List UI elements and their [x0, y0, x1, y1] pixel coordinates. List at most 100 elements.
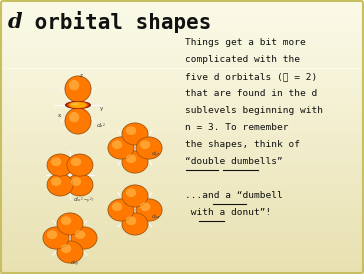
- Bar: [0, 16, 364, 19]
- Bar: [0, 33, 364, 36]
- Bar: [0, 197, 364, 200]
- Ellipse shape: [71, 103, 79, 105]
- Ellipse shape: [65, 108, 91, 134]
- Bar: [0, 110, 364, 112]
- Bar: [0, 137, 364, 140]
- Ellipse shape: [108, 199, 134, 221]
- Bar: [0, 0, 364, 3]
- Bar: [0, 90, 364, 93]
- Bar: [0, 263, 364, 266]
- Bar: [0, 41, 364, 44]
- Bar: [0, 148, 364, 151]
- Bar: [0, 189, 364, 192]
- Ellipse shape: [61, 244, 71, 253]
- Ellipse shape: [64, 75, 92, 103]
- Bar: [0, 14, 364, 16]
- Bar: [0, 101, 364, 104]
- Text: $d_{yz}$: $d_{yz}$: [151, 150, 161, 160]
- Ellipse shape: [136, 199, 162, 221]
- Bar: [0, 260, 364, 263]
- Text: the shapes, think of: the shapes, think of: [185, 140, 300, 149]
- Bar: [0, 271, 364, 274]
- Ellipse shape: [121, 122, 149, 145]
- Bar: [0, 241, 364, 244]
- Bar: [0, 159, 364, 162]
- Bar: [0, 52, 364, 55]
- Text: $d_{xy}$: $d_{xy}$: [70, 259, 80, 269]
- Ellipse shape: [140, 202, 150, 211]
- Ellipse shape: [67, 174, 93, 196]
- Bar: [0, 153, 364, 156]
- Bar: [0, 60, 364, 63]
- Bar: [0, 19, 364, 22]
- Bar: [0, 66, 364, 68]
- Bar: [0, 249, 364, 252]
- Bar: [0, 5, 364, 8]
- Ellipse shape: [135, 136, 163, 159]
- Ellipse shape: [112, 140, 122, 149]
- Bar: [0, 200, 364, 203]
- Ellipse shape: [61, 216, 71, 225]
- Bar: [0, 195, 364, 197]
- Ellipse shape: [42, 226, 70, 250]
- Bar: [0, 181, 364, 184]
- Bar: [0, 55, 364, 58]
- Bar: [0, 85, 364, 88]
- Bar: [0, 93, 364, 96]
- Ellipse shape: [135, 198, 163, 222]
- Bar: [0, 129, 364, 132]
- Ellipse shape: [69, 80, 79, 90]
- Ellipse shape: [64, 107, 92, 135]
- Ellipse shape: [70, 226, 98, 250]
- Text: sublevels beginning with: sublevels beginning with: [185, 106, 323, 115]
- Bar: [0, 192, 364, 195]
- Bar: [0, 8, 364, 11]
- Bar: [0, 118, 364, 121]
- Bar: [0, 244, 364, 247]
- Bar: [0, 58, 364, 60]
- Text: orbital shapes: orbital shapes: [22, 11, 211, 33]
- Ellipse shape: [71, 177, 81, 186]
- Bar: [0, 208, 364, 211]
- Bar: [0, 151, 364, 153]
- Bar: [0, 47, 364, 49]
- Ellipse shape: [65, 101, 91, 109]
- Bar: [0, 112, 364, 115]
- Text: x: x: [58, 113, 61, 118]
- Bar: [0, 156, 364, 159]
- Ellipse shape: [122, 123, 148, 145]
- Bar: [0, 269, 364, 271]
- Bar: [0, 216, 364, 219]
- Bar: [0, 27, 364, 30]
- Bar: [0, 68, 364, 71]
- Bar: [0, 178, 364, 181]
- Bar: [0, 225, 364, 227]
- Bar: [0, 142, 364, 145]
- Bar: [0, 140, 364, 142]
- Bar: [0, 22, 364, 25]
- Ellipse shape: [71, 157, 81, 166]
- Bar: [0, 44, 364, 47]
- Ellipse shape: [57, 241, 83, 263]
- Ellipse shape: [67, 154, 93, 176]
- Bar: [0, 25, 364, 27]
- Ellipse shape: [126, 216, 136, 225]
- Text: $d_{(x^2-y^2)}$: $d_{(x^2-y^2)}$: [73, 196, 95, 206]
- Ellipse shape: [107, 198, 135, 222]
- Ellipse shape: [56, 212, 84, 236]
- Text: Things get a bit more: Things get a bit more: [185, 38, 306, 47]
- Bar: [0, 238, 364, 241]
- Ellipse shape: [71, 227, 97, 249]
- Bar: [0, 173, 364, 175]
- Text: $d_{z^2}$: $d_{z^2}$: [96, 121, 106, 130]
- Ellipse shape: [69, 112, 79, 122]
- Ellipse shape: [66, 153, 94, 177]
- Bar: [0, 214, 364, 216]
- Bar: [0, 11, 364, 14]
- Bar: [0, 3, 364, 5]
- Ellipse shape: [126, 154, 136, 163]
- Ellipse shape: [75, 230, 85, 239]
- Ellipse shape: [68, 102, 88, 108]
- Ellipse shape: [122, 151, 148, 173]
- Bar: [0, 126, 364, 129]
